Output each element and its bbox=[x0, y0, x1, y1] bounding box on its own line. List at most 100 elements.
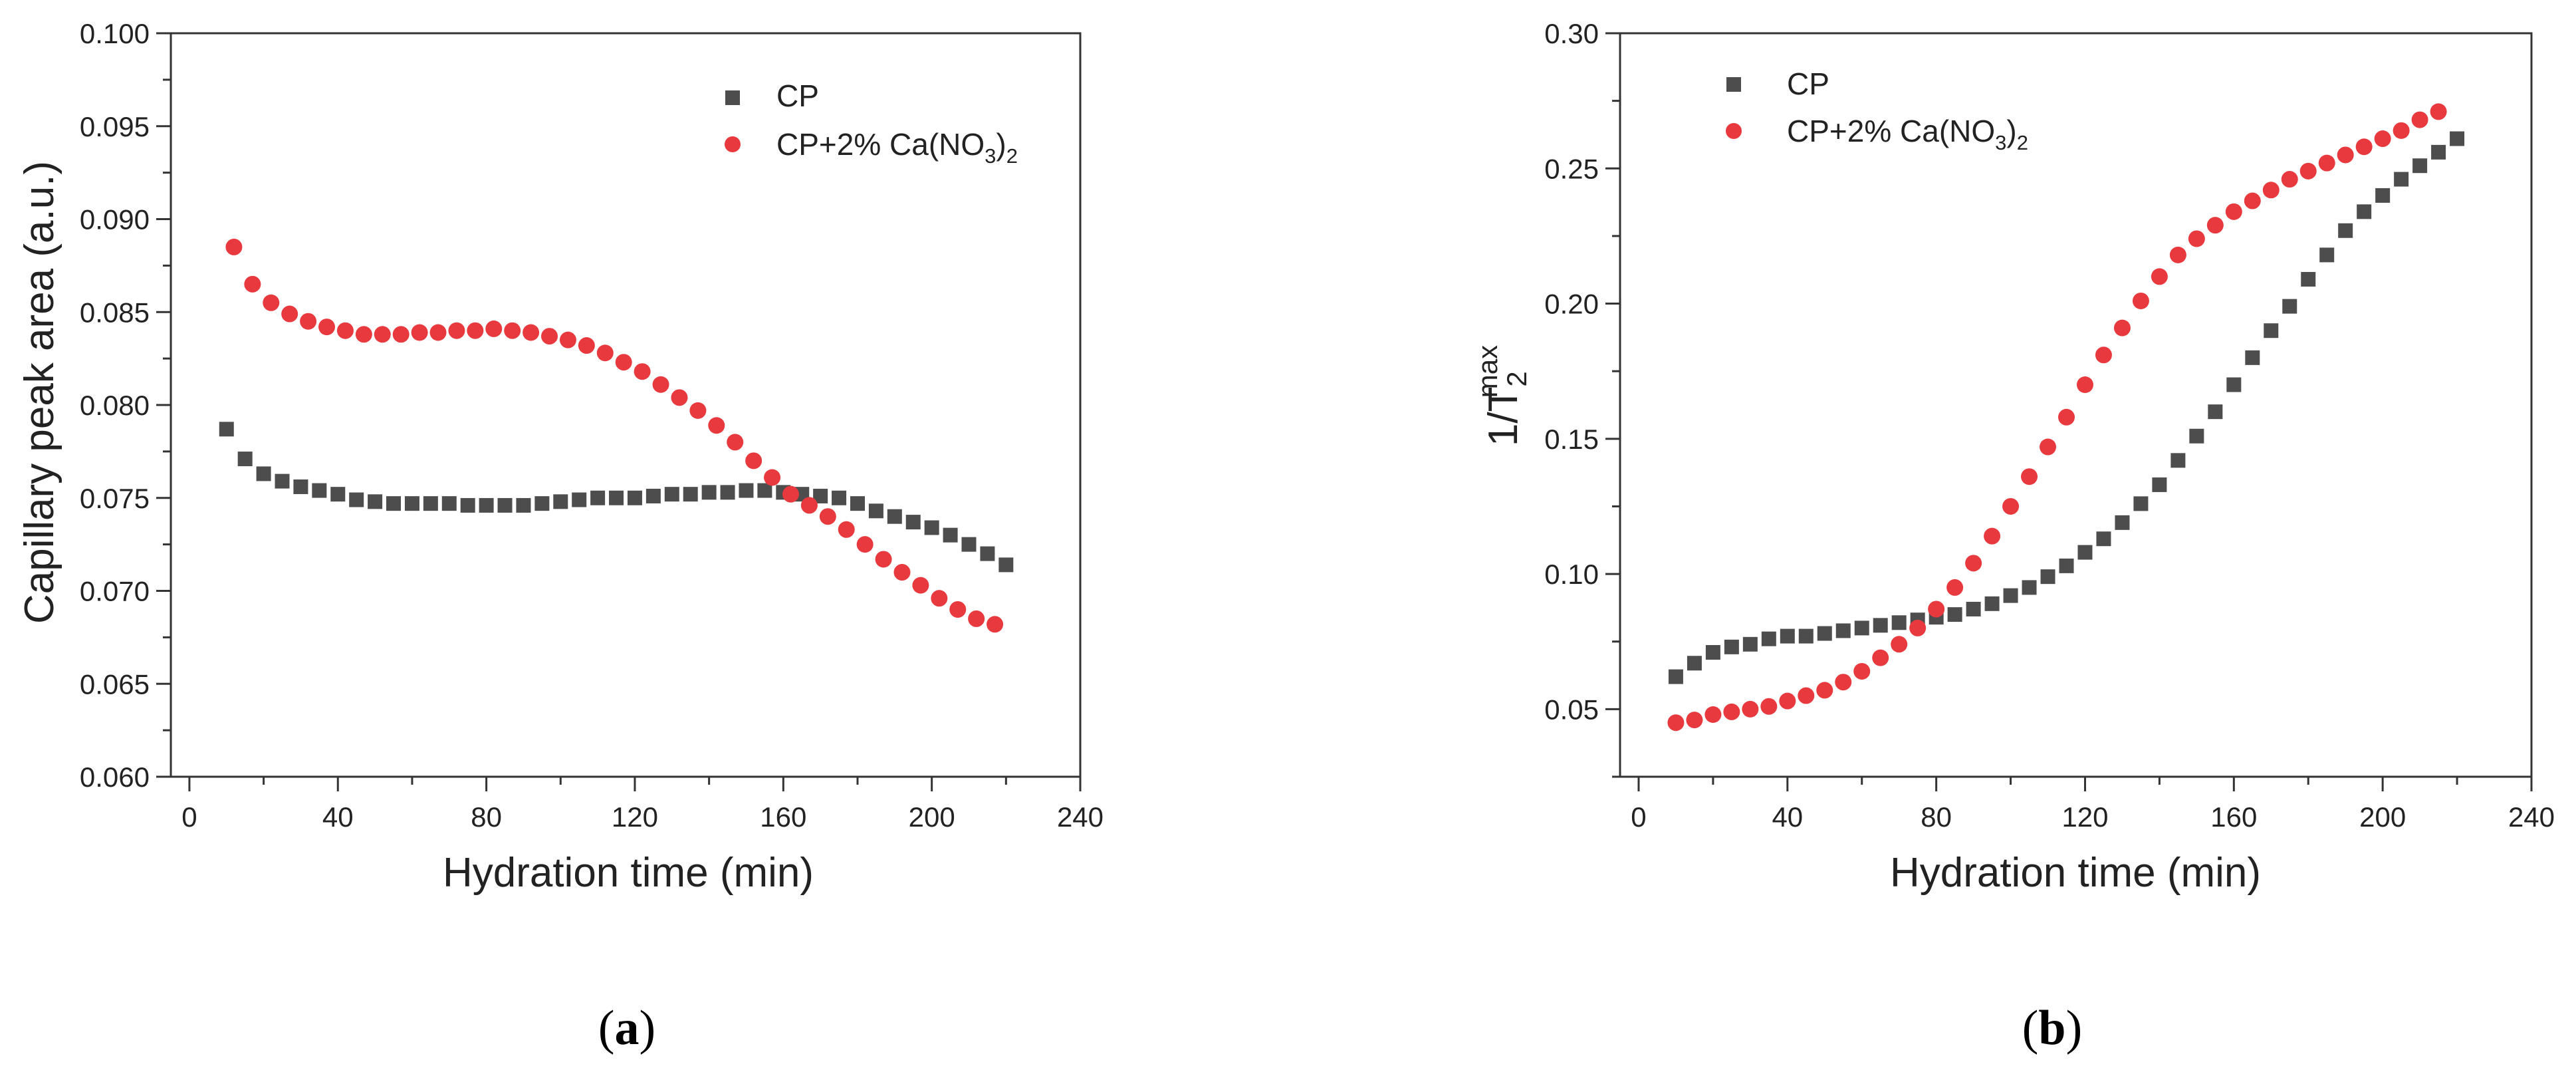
chart-b-point bbox=[1687, 656, 1702, 671]
chart-a-point bbox=[336, 322, 354, 339]
chart-a-point bbox=[745, 452, 762, 470]
chart-b-point bbox=[2115, 515, 2130, 530]
chart-b-point bbox=[1668, 669, 1683, 684]
chart-a-legend: CP CP+2% Ca(NO3)2 bbox=[725, 78, 1018, 168]
chart-a-legend-label-cp: CP bbox=[776, 78, 819, 113]
chart-a-point bbox=[868, 503, 883, 519]
chart-a-point bbox=[330, 487, 346, 502]
chart-a-point bbox=[237, 452, 253, 467]
chart-b-point bbox=[2022, 580, 2037, 595]
chart-a-point bbox=[411, 324, 428, 341]
chart-b-point bbox=[2040, 438, 2057, 456]
chart-a-point bbox=[460, 497, 475, 513]
chart-b-point bbox=[2301, 271, 2316, 287]
chart-a-legend-marker-ca bbox=[725, 136, 741, 152]
chart-a-point bbox=[924, 520, 939, 535]
chart-b-point bbox=[2188, 230, 2205, 247]
chart-a-point bbox=[838, 521, 855, 538]
chart-a-series-ca bbox=[225, 238, 1004, 633]
chart-a-point bbox=[523, 324, 540, 341]
chart-a-y-tick-label: 0.100 bbox=[80, 18, 150, 49]
chart-a-point bbox=[485, 320, 503, 337]
chart-a-point bbox=[467, 322, 484, 339]
chart-a-point bbox=[293, 479, 308, 494]
chart-b-series-ca bbox=[1667, 103, 2447, 732]
chart-b-point bbox=[1872, 649, 1889, 666]
chart-b-plot-frame bbox=[1619, 32, 2533, 778]
chart-b-point bbox=[2375, 188, 2391, 203]
chart-b-point bbox=[1779, 692, 1796, 710]
chart-a-point bbox=[708, 417, 725, 434]
chart-b-point bbox=[1835, 623, 1851, 638]
chart-a-point bbox=[720, 485, 735, 500]
chart-b-point bbox=[2170, 453, 2186, 468]
chart-a-point bbox=[318, 319, 336, 336]
chart-a-point bbox=[441, 496, 457, 511]
chart-a-point bbox=[244, 275, 261, 293]
chart-a-y-tick-label: 0.065 bbox=[80, 668, 150, 700]
chart-b-point bbox=[1984, 596, 2000, 611]
chart-a-point bbox=[968, 610, 985, 627]
chart-b-point bbox=[1798, 687, 1815, 704]
chart-a-point bbox=[448, 322, 465, 339]
chart-a-y-tick-label: 0.080 bbox=[80, 390, 150, 421]
chart-a-point bbox=[850, 496, 865, 511]
chart-b-point bbox=[2169, 246, 2186, 263]
chart-b-x-tick-label: 0 bbox=[1631, 801, 1646, 833]
chart-a-point bbox=[312, 483, 327, 498]
chart-a-point bbox=[368, 494, 383, 509]
chart-a-point bbox=[875, 551, 892, 568]
chart-a-x-axis-label: Hydration time (min) bbox=[443, 850, 814, 896]
chart-b-point bbox=[1742, 636, 1758, 652]
chart-a-point bbox=[349, 492, 364, 507]
chart-a-point bbox=[386, 496, 402, 511]
chart-b-point bbox=[2299, 162, 2317, 180]
chart-b-series-cp bbox=[1668, 131, 2465, 684]
chart-a-point bbox=[634, 363, 651, 380]
chart-a-point bbox=[504, 322, 521, 339]
chart-b-x-axis-label: Hydration time (min) bbox=[1890, 850, 2261, 896]
chart-b-x-tick-label: 200 bbox=[2359, 801, 2406, 833]
chart-b-legend-marker-cp bbox=[1726, 77, 1741, 92]
chart-a-point bbox=[404, 496, 419, 511]
chart-a-point bbox=[782, 485, 799, 503]
chart-b-point bbox=[2262, 182, 2280, 199]
chart-a-point bbox=[392, 326, 410, 343]
chart-b-point bbox=[1891, 636, 1908, 653]
chart-b-point bbox=[2113, 319, 2131, 336]
chart-b-point bbox=[1798, 628, 1814, 644]
chart-b-point bbox=[2393, 122, 2410, 139]
chart-b-point bbox=[2355, 138, 2373, 156]
chart-a-y-tick-label: 0.085 bbox=[80, 297, 150, 328]
chart-a-point bbox=[627, 490, 642, 505]
chart-b-point bbox=[2394, 172, 2409, 187]
chart-a-point bbox=[423, 496, 438, 511]
chart-a-point bbox=[578, 337, 595, 354]
chart-a-point bbox=[374, 326, 391, 343]
chart-b-point bbox=[1667, 714, 1685, 732]
chart-a-point bbox=[497, 497, 513, 513]
chart-b-point bbox=[2338, 223, 2353, 238]
chart-b-y-tick-labels: 0.05 0.10 0.15 0.20 0.25 0.30 bbox=[1544, 18, 1599, 725]
chart-a-point bbox=[987, 616, 1004, 633]
chart-b-x-tick-label: 40 bbox=[1772, 801, 1803, 833]
chart-a-point bbox=[596, 344, 614, 362]
chart-b-point bbox=[2450, 131, 2465, 146]
chart-b-point bbox=[2058, 408, 2075, 426]
chart-b-legend-label-ca: CP+2% Ca(NO3)2 bbox=[1787, 114, 2028, 154]
chart-b-point bbox=[2357, 204, 2372, 219]
chart-a-x-tick-label: 200 bbox=[909, 801, 955, 833]
chart-a-series-cp bbox=[219, 422, 1014, 573]
chart-b-point bbox=[2133, 496, 2149, 511]
chart-b-point bbox=[1742, 700, 1759, 718]
chart-a-series bbox=[219, 238, 1014, 633]
chart-b-y-tick-label: 0.25 bbox=[1544, 153, 1599, 184]
chart-b-point bbox=[1853, 662, 1871, 680]
chart-a-x-tick-label: 240 bbox=[1057, 801, 1104, 833]
chart-b-y-tick-label: 0.05 bbox=[1544, 694, 1599, 725]
chart-b-point bbox=[2132, 292, 2149, 309]
chart-a-point bbox=[263, 294, 280, 311]
chart-b-point bbox=[1873, 618, 1888, 633]
chart-a-point bbox=[980, 546, 995, 561]
